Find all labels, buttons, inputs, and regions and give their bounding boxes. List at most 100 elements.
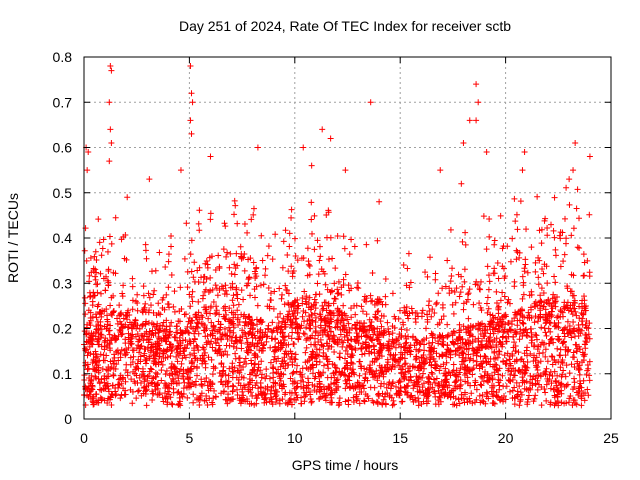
data-point — [402, 369, 409, 376]
data-point — [426, 359, 433, 366]
data-point — [348, 345, 355, 352]
data-point — [566, 395, 573, 402]
data-point — [511, 339, 518, 346]
data-point — [231, 211, 238, 218]
data-point — [287, 316, 294, 323]
data-point — [259, 257, 266, 264]
data-point — [566, 370, 573, 377]
data-point — [350, 399, 357, 406]
data-point — [170, 385, 177, 392]
data-point — [190, 325, 197, 332]
data-point — [563, 184, 570, 191]
data-point — [389, 379, 396, 386]
data-point — [557, 352, 564, 359]
y-tick-label: 0 — [64, 411, 72, 427]
data-point — [105, 279, 112, 286]
data-point — [504, 299, 511, 306]
data-point — [538, 402, 545, 409]
data-point — [205, 315, 212, 322]
data-point — [470, 357, 477, 364]
data-point — [167, 328, 174, 335]
data-point — [572, 139, 579, 146]
data-point — [389, 290, 396, 297]
data-point — [503, 383, 510, 390]
data-point — [366, 323, 373, 330]
data-point — [346, 384, 353, 391]
data-point — [334, 376, 341, 383]
data-point — [443, 350, 450, 357]
data-point — [461, 345, 468, 352]
data-point — [492, 361, 499, 368]
data-point — [331, 295, 338, 302]
data-point — [239, 327, 246, 334]
data-point — [325, 365, 332, 372]
data-point — [233, 334, 240, 341]
data-point — [525, 396, 532, 403]
data-point — [163, 367, 170, 374]
data-point — [296, 333, 303, 340]
data-point — [382, 293, 389, 300]
data-point — [501, 275, 508, 282]
data-point — [563, 235, 570, 242]
data-point — [319, 331, 326, 338]
data-point — [482, 368, 489, 375]
data-point — [248, 357, 255, 364]
data-point — [584, 386, 591, 393]
data-point — [162, 384, 169, 391]
data-point — [164, 399, 171, 406]
data-point — [457, 343, 464, 350]
data-point — [579, 321, 586, 328]
data-point — [403, 303, 410, 310]
data-point — [176, 308, 183, 315]
data-point — [453, 367, 460, 374]
data-point — [552, 377, 559, 384]
data-point — [398, 332, 405, 339]
data-point — [574, 360, 581, 367]
data-point — [308, 162, 315, 169]
data-point — [150, 309, 157, 316]
data-point — [486, 376, 493, 383]
data-point — [98, 396, 105, 403]
data-point — [175, 401, 182, 408]
data-point — [360, 385, 367, 392]
data-point — [537, 307, 544, 314]
data-point — [82, 311, 89, 318]
data-point — [81, 294, 88, 301]
data-point — [289, 361, 296, 368]
data-point — [247, 389, 254, 396]
data-point — [221, 291, 228, 298]
data-point — [227, 250, 234, 257]
data-point — [222, 282, 229, 289]
data-point — [324, 286, 331, 293]
x-tick-label: 10 — [287, 430, 303, 446]
data-point — [133, 395, 140, 402]
data-point — [566, 176, 573, 183]
data-point — [326, 309, 333, 316]
data-point — [322, 314, 329, 321]
data-point — [229, 360, 236, 367]
data-point — [344, 344, 351, 351]
data-point — [576, 215, 583, 222]
data-point — [212, 266, 219, 273]
data-point — [317, 322, 324, 329]
data-point — [452, 378, 459, 385]
data-point — [407, 393, 414, 400]
data-point — [107, 126, 114, 133]
data-point — [433, 350, 440, 357]
data-point — [334, 233, 341, 240]
data-point — [515, 349, 522, 356]
data-point — [433, 301, 440, 308]
data-point — [136, 345, 143, 352]
data-point — [534, 193, 541, 200]
data-point — [101, 308, 108, 315]
data-point — [215, 318, 222, 325]
data-point — [294, 394, 301, 401]
data-point — [569, 311, 576, 318]
data-point — [563, 362, 570, 369]
data-point — [443, 359, 450, 366]
data-point — [222, 378, 229, 385]
data-point — [190, 391, 197, 398]
data-point — [546, 301, 553, 308]
data-point — [188, 130, 195, 137]
data-point — [548, 221, 555, 228]
